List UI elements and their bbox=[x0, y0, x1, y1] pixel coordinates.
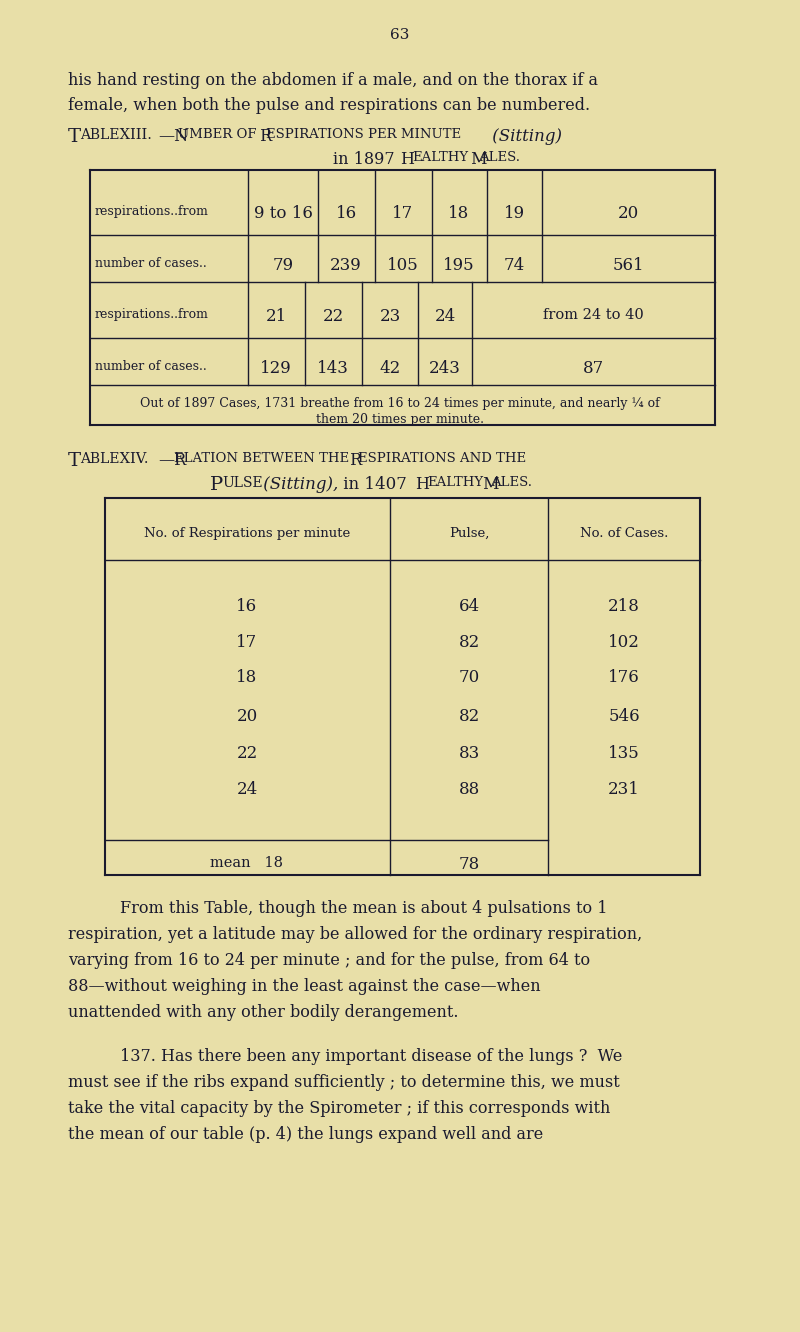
Text: 17: 17 bbox=[392, 205, 414, 222]
Text: ULSE: ULSE bbox=[222, 476, 262, 490]
Text: 79: 79 bbox=[273, 257, 294, 274]
Text: 74: 74 bbox=[503, 257, 525, 274]
Text: 129: 129 bbox=[260, 360, 292, 377]
Text: 16: 16 bbox=[335, 205, 357, 222]
Text: 82: 82 bbox=[458, 634, 480, 651]
Text: 9 to 16: 9 to 16 bbox=[254, 205, 313, 222]
Text: 78: 78 bbox=[458, 856, 480, 872]
Text: 87: 87 bbox=[582, 360, 604, 377]
Text: XIV.: XIV. bbox=[115, 452, 149, 466]
Text: 83: 83 bbox=[458, 745, 480, 762]
Text: P: P bbox=[210, 476, 223, 494]
Text: R: R bbox=[255, 128, 272, 145]
Text: 20: 20 bbox=[618, 205, 638, 222]
Text: T: T bbox=[68, 128, 81, 147]
Text: varying from 16 to 24 per minute ; and for the pulse, from 64 to: varying from 16 to 24 per minute ; and f… bbox=[68, 952, 590, 968]
Text: H: H bbox=[400, 151, 414, 168]
Text: 63: 63 bbox=[390, 28, 410, 43]
Text: 42: 42 bbox=[379, 360, 401, 377]
Text: the mean of our table (p. 4) the lungs expand well and are: the mean of our table (p. 4) the lungs e… bbox=[68, 1126, 543, 1143]
Text: 16: 16 bbox=[237, 598, 258, 615]
Text: UMBER OF: UMBER OF bbox=[178, 128, 257, 141]
Text: R: R bbox=[345, 452, 362, 469]
Text: must see if the ribs expand sufficiently ; to determine this, we must: must see if the ribs expand sufficiently… bbox=[68, 1074, 620, 1091]
Text: No. of Respirations per minute: No. of Respirations per minute bbox=[144, 527, 350, 539]
Text: them 20 times per minute.: them 20 times per minute. bbox=[316, 413, 484, 426]
Text: mean   18: mean 18 bbox=[210, 856, 283, 870]
Text: EALTHY: EALTHY bbox=[412, 151, 468, 164]
Text: 22: 22 bbox=[322, 308, 344, 325]
Text: in 1407: in 1407 bbox=[338, 476, 412, 493]
Text: ESPIRATIONS PER MINUTE: ESPIRATIONS PER MINUTE bbox=[266, 128, 461, 141]
Text: in 1897: in 1897 bbox=[334, 151, 400, 168]
Text: —N: —N bbox=[158, 128, 188, 145]
Text: 17: 17 bbox=[236, 634, 258, 651]
Text: 231: 231 bbox=[608, 781, 640, 798]
Text: M: M bbox=[478, 476, 499, 493]
Text: 218: 218 bbox=[608, 598, 640, 615]
Text: ALES.: ALES. bbox=[479, 151, 520, 164]
Text: 243: 243 bbox=[429, 360, 461, 377]
Text: ALES.: ALES. bbox=[491, 476, 532, 489]
Text: 135: 135 bbox=[608, 745, 640, 762]
Text: From this Table, though the mean is about 4 pulsations to 1: From this Table, though the mean is abou… bbox=[120, 900, 607, 916]
Text: 23: 23 bbox=[379, 308, 401, 325]
Text: 88—without weighing in the least against the case—when: 88—without weighing in the least against… bbox=[68, 978, 541, 995]
Text: female, when both the pulse and respirations can be numbered.: female, when both the pulse and respirat… bbox=[68, 97, 590, 115]
Text: ABLE: ABLE bbox=[80, 452, 119, 466]
Text: respirations..from: respirations..from bbox=[95, 308, 209, 321]
Text: 70: 70 bbox=[458, 669, 480, 686]
Text: 137. Has there been any important disease of the lungs ?  We: 137. Has there been any important diseas… bbox=[120, 1048, 622, 1066]
Text: ESPIRATIONS AND THE: ESPIRATIONS AND THE bbox=[358, 452, 526, 465]
Text: Pulse,: Pulse, bbox=[449, 527, 489, 539]
Text: 18: 18 bbox=[236, 669, 258, 686]
Text: (Sitting),: (Sitting), bbox=[258, 476, 338, 493]
Text: —R: —R bbox=[158, 452, 186, 469]
Text: number of cases..: number of cases.. bbox=[95, 360, 206, 373]
Text: respiration, yet a latitude may be allowed for the ordinary respiration,: respiration, yet a latitude may be allow… bbox=[68, 926, 642, 943]
Text: 19: 19 bbox=[503, 205, 525, 222]
Text: his hand resting on the abdomen if a male, and on the thorax if a: his hand resting on the abdomen if a mal… bbox=[68, 72, 598, 89]
Text: 82: 82 bbox=[458, 709, 480, 725]
Text: No. of Cases.: No. of Cases. bbox=[580, 527, 668, 539]
Text: take the vital capacity by the Spirometer ; if this corresponds with: take the vital capacity by the Spiromete… bbox=[68, 1100, 610, 1118]
Text: 561: 561 bbox=[612, 257, 644, 274]
Text: 546: 546 bbox=[608, 709, 640, 725]
Text: 20: 20 bbox=[236, 709, 258, 725]
Text: 102: 102 bbox=[608, 634, 640, 651]
Text: 195: 195 bbox=[443, 257, 475, 274]
Text: 18: 18 bbox=[448, 205, 470, 222]
Text: 143: 143 bbox=[317, 360, 349, 377]
Text: M: M bbox=[466, 151, 487, 168]
Text: unattended with any other bodily derangement.: unattended with any other bodily derange… bbox=[68, 1004, 458, 1022]
Text: 22: 22 bbox=[236, 745, 258, 762]
Text: Out of 1897 Cases, 1731 breathe from 16 to 24 times per minute, and nearly ¼ of: Out of 1897 Cases, 1731 breathe from 16 … bbox=[140, 397, 660, 410]
Text: 105: 105 bbox=[387, 257, 419, 274]
Text: ELATION BETWEEN THE: ELATION BETWEEN THE bbox=[174, 452, 349, 465]
Text: 64: 64 bbox=[458, 598, 479, 615]
Text: 239: 239 bbox=[330, 257, 362, 274]
Text: (Sitting): (Sitting) bbox=[487, 128, 562, 145]
Text: from 24 to 40: from 24 to 40 bbox=[542, 308, 643, 322]
Text: number of cases..: number of cases.. bbox=[95, 257, 206, 270]
Text: H: H bbox=[415, 476, 429, 493]
Text: EALTHY: EALTHY bbox=[427, 476, 483, 489]
Text: T: T bbox=[68, 452, 81, 470]
Text: 21: 21 bbox=[266, 308, 286, 325]
Text: respirations..from: respirations..from bbox=[95, 205, 209, 218]
Text: 24: 24 bbox=[236, 781, 258, 798]
Text: XIII.: XIII. bbox=[115, 128, 152, 143]
Text: 176: 176 bbox=[608, 669, 640, 686]
Text: 24: 24 bbox=[434, 308, 456, 325]
Text: ABLE: ABLE bbox=[80, 128, 119, 143]
Text: 88: 88 bbox=[458, 781, 480, 798]
